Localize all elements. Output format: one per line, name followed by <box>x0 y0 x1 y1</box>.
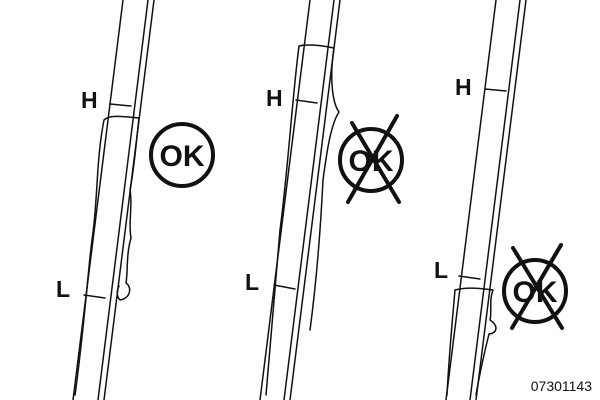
oil-film-2 <box>265 44 340 396</box>
low-mark-label-1: L <box>56 276 70 302</box>
reference-code: 07301143 <box>530 378 592 394</box>
low-mark-label-2: L <box>245 269 259 295</box>
panel-level-between-marks <box>72 0 155 400</box>
panel-level-below-low-mark <box>445 0 527 400</box>
oil-film-3 <box>446 287 497 396</box>
ok-badge-circle-1 <box>149 122 215 188</box>
oil-film-1 <box>74 115 140 396</box>
low-mark-label-3: L <box>434 257 448 283</box>
ok-badge-text-2: OK <box>349 145 394 178</box>
dipstick-2 <box>259 0 341 400</box>
low-mark-line-2 <box>273 284 296 290</box>
high-mark-line-3 <box>484 88 507 92</box>
low-mark-line-3 <box>458 275 481 280</box>
ok-badge-circle-2 <box>338 127 404 193</box>
ok-badge-text-3: OK <box>513 276 558 309</box>
dipstick-3 <box>445 0 527 400</box>
cross-out-mark-2 <box>346 114 401 204</box>
ok-badge-circle-3 <box>502 258 568 324</box>
high-mark-label-2: H <box>266 85 283 111</box>
high-mark-line-2 <box>295 99 318 104</box>
high-mark-label-1: H <box>81 87 98 113</box>
panel-level-above-high-mark <box>259 0 341 400</box>
dipstick-1 <box>72 0 155 400</box>
high-mark-label-3: H <box>455 74 472 100</box>
high-mark-line-1 <box>109 103 132 107</box>
low-mark-line-1 <box>83 294 106 299</box>
cross-out-mark-3 <box>510 243 564 330</box>
ok-badge-text-1: OK <box>160 140 205 173</box>
